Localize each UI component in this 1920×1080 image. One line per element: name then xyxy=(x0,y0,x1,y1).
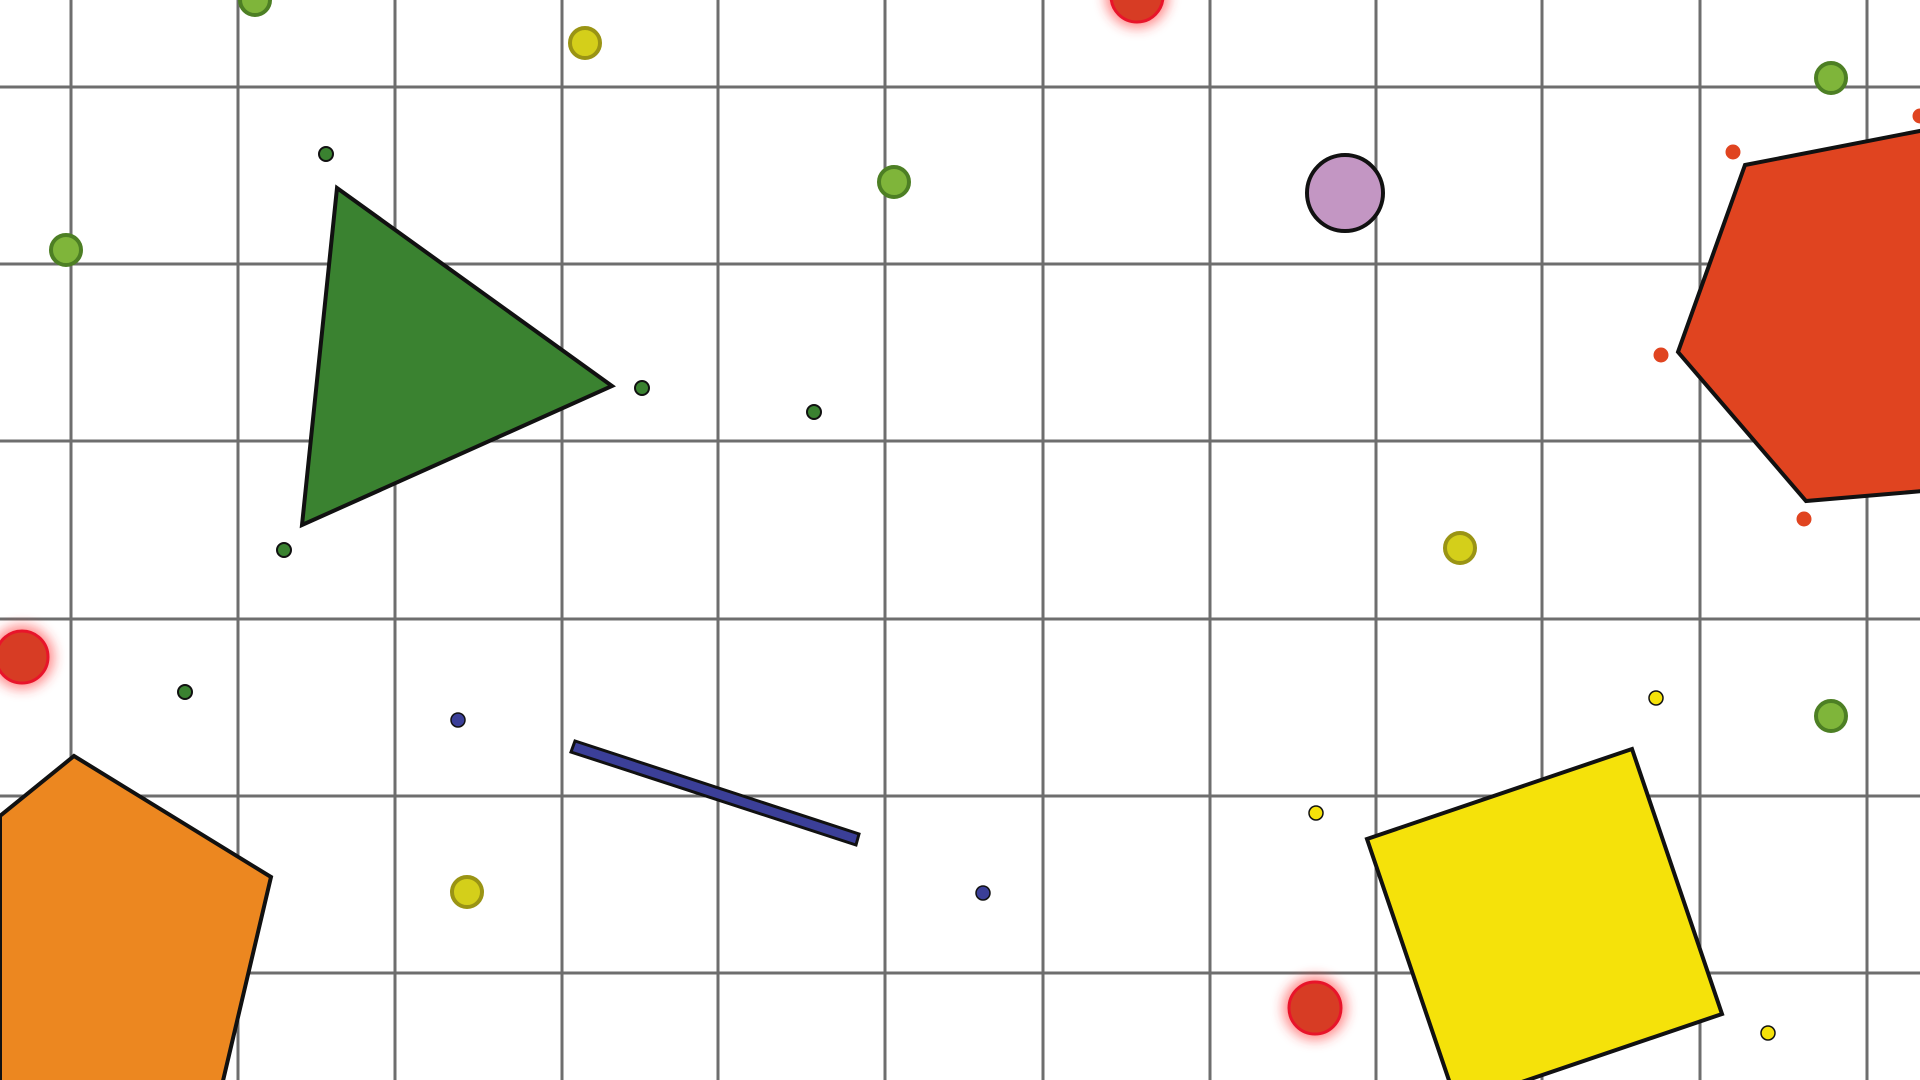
green-orb-pickup[interactable] xyxy=(49,233,83,267)
green-orb-pickup[interactable] xyxy=(238,0,272,17)
green-pellet-pickup[interactable] xyxy=(806,404,822,420)
green-orb-pickup[interactable] xyxy=(877,165,911,199)
yellow-pellet-pickup[interactable] xyxy=(1648,690,1664,706)
yellow-orb-pickup[interactable] xyxy=(450,875,484,909)
red-orb-pickup[interactable] xyxy=(1287,980,1343,1036)
blue-pellet-pickup[interactable] xyxy=(450,712,466,728)
green-pellet-pickup[interactable] xyxy=(634,380,650,396)
pickups-layer xyxy=(0,0,1920,1041)
red-pellet-pickup[interactable] xyxy=(1653,347,1669,363)
blue-bar-shape[interactable] xyxy=(569,739,861,847)
green-pellet-pickup[interactable] xyxy=(318,146,334,162)
blue-pellet-pickup[interactable] xyxy=(975,885,991,901)
red-orb-pickup[interactable] xyxy=(1109,0,1165,24)
green-triangle-shape[interactable] xyxy=(299,184,616,529)
green-orb-pickup[interactable] xyxy=(1814,61,1848,95)
red-pellet-pickup[interactable] xyxy=(1912,108,1920,124)
orange-pentagon-shape[interactable] xyxy=(0,753,274,1080)
red-hexagon-shape[interactable] xyxy=(1675,128,1920,504)
yellow-pellet-pickup[interactable] xyxy=(1308,805,1324,821)
yellow-orb-pickup[interactable] xyxy=(1443,531,1477,565)
green-pellet-pickup[interactable] xyxy=(177,684,193,700)
red-pellet-pickup[interactable] xyxy=(1725,144,1741,160)
player-circle[interactable] xyxy=(1305,153,1385,233)
green-orb-pickup[interactable] xyxy=(1814,699,1848,733)
red-orb-pickup[interactable] xyxy=(0,629,50,685)
yellow-pellet-pickup[interactable] xyxy=(1760,1025,1776,1041)
green-pellet-pickup[interactable] xyxy=(276,542,292,558)
red-pellet-pickup[interactable] xyxy=(1796,511,1812,527)
yellow-orb-pickup[interactable] xyxy=(568,26,602,60)
yellow-square-shape[interactable] xyxy=(1364,746,1725,1080)
